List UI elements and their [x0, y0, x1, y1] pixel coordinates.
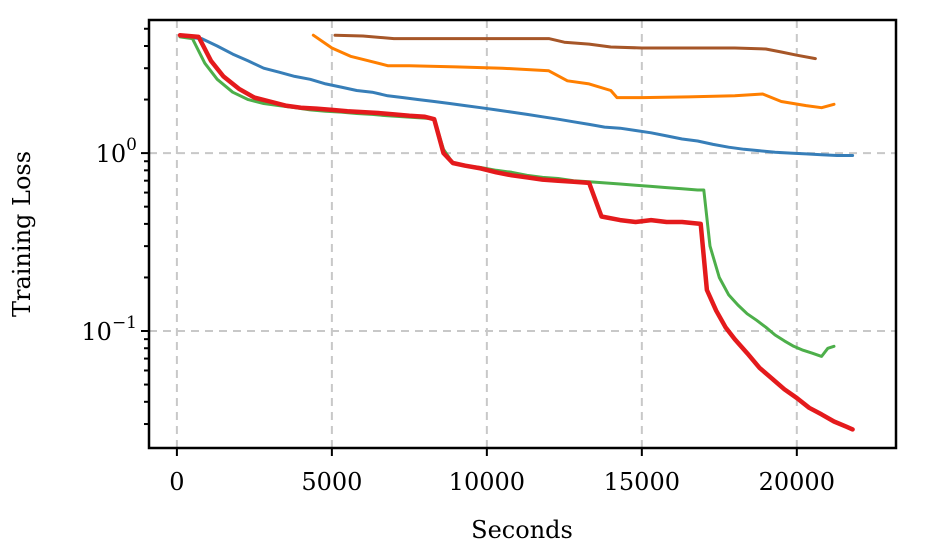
series-line-2 — [311, 33, 836, 110]
x-axis-title: Seconds — [471, 516, 573, 544]
series-line-4 — [178, 35, 836, 358]
series-line-1 — [181, 35, 855, 157]
series-layer — [177, 32, 855, 432]
x-tick-label: 15000 — [604, 468, 680, 496]
x-tick-label: 0 — [169, 468, 184, 496]
y-axis-title: Training Loss — [8, 151, 36, 317]
grid-layer — [149, 20, 896, 448]
tick-layer: 0 5000 10000 15000 20000 100 10−1 — [81, 27, 835, 496]
x-tick-label: 10000 — [449, 468, 525, 496]
x-tick-label: 20000 — [759, 468, 835, 496]
y-tick-label: 10−1 — [81, 313, 137, 346]
series-line-5 — [177, 32, 855, 432]
plot-frame — [147, 18, 898, 450]
x-tick-label: 5000 — [301, 468, 362, 496]
y-tick-label: 100 — [96, 135, 137, 168]
series-line-3 — [333, 33, 817, 61]
